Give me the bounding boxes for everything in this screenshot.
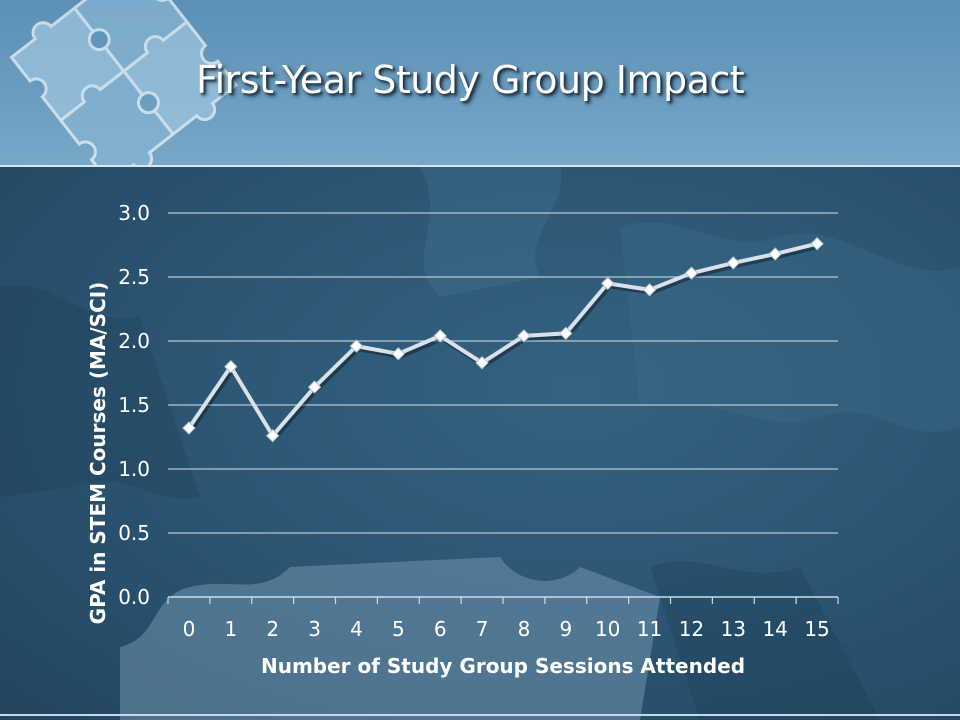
y-tick-label: 2.0 [118, 329, 150, 353]
y-tick-label: 0.0 [118, 585, 150, 609]
data-point [768, 247, 782, 261]
data-point [182, 421, 196, 435]
data-point [265, 429, 280, 443]
x-tick-label: 12 [679, 617, 704, 641]
x-tick-label: 7 [476, 617, 489, 641]
x-axis-title: Number of Study Group Sessions Attended [261, 654, 745, 678]
y-axis-ticks: 0.0 0.5 1.0 1.5 2.0 2.5 3.0 [118, 201, 150, 609]
data-point [600, 276, 615, 291]
data-point [475, 356, 489, 370]
header-divider [0, 165, 960, 167]
puzzle-pieces-icon [9, 0, 239, 165]
x-tick-label: 11 [637, 617, 662, 641]
data-point [642, 283, 657, 297]
x-tick-label: 8 [518, 617, 531, 641]
series-line-shadow [189, 244, 820, 441]
data-point [349, 339, 364, 353]
x-tick-label: 9 [559, 617, 572, 641]
x-tick-label: 13 [721, 617, 746, 641]
data-point [517, 329, 531, 343]
x-tick-label: 5 [392, 617, 405, 641]
y-axis-title: GPA in STEM Courses (MA/SCI) [86, 282, 110, 625]
y-tick-label: 1.5 [118, 393, 150, 417]
slide-header: First-Year Study Group Impact [0, 0, 960, 165]
data-point [391, 347, 406, 361]
y-tick-label: 0.5 [118, 521, 150, 545]
data-point [307, 380, 322, 394]
y-tick-label: 2.5 [118, 265, 150, 289]
x-tick-label: 0 [183, 617, 196, 641]
series-line [187, 241, 818, 438]
data-point [224, 359, 238, 374]
y-tick-label: 1.0 [118, 457, 150, 481]
data-point [726, 256, 741, 270]
x-tick-label: 6 [434, 617, 447, 641]
footer-divider [0, 714, 960, 716]
y-tick-label: 3.0 [118, 201, 150, 225]
x-axis-ticks: 0 1 2 3 4 5 6 7 8 9 10 11 12 13 14 15 [167, 597, 839, 641]
data-point [433, 329, 447, 343]
header-decoration [9, 0, 239, 165]
x-tick-label: 3 [308, 617, 321, 641]
series-group [182, 237, 824, 443]
x-tick-label: 2 [266, 617, 279, 641]
slide-title: First-Year Study Group Impact [196, 58, 745, 102]
x-tick-label: 15 [804, 617, 829, 641]
data-point [810, 237, 824, 251]
x-tick-label: 14 [762, 617, 787, 641]
x-tick-label: 1 [224, 617, 237, 641]
data-point [684, 266, 699, 280]
x-tick-label: 10 [595, 617, 620, 641]
x-tick-label: 4 [350, 617, 363, 641]
gridlines [168, 212, 838, 534]
data-point [559, 326, 573, 341]
